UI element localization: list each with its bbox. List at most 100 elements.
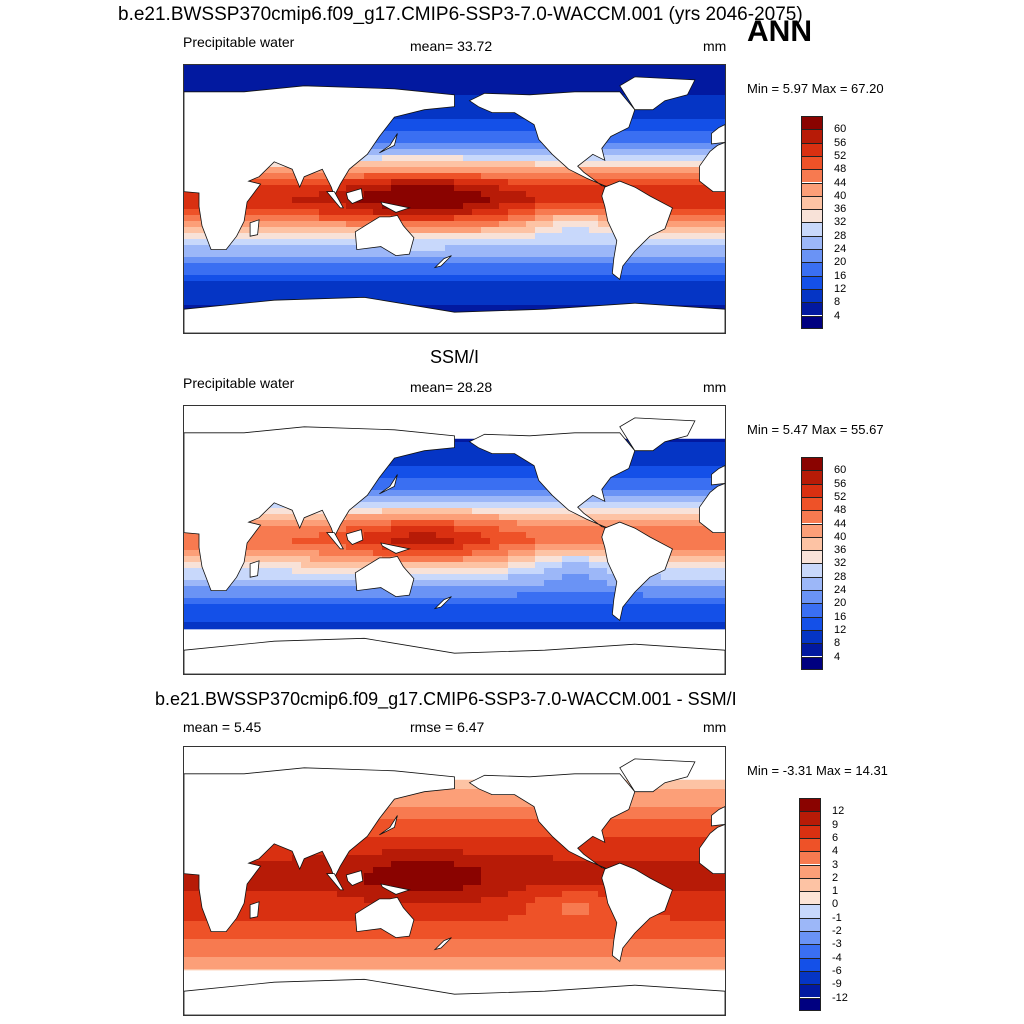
field-cell — [490, 604, 500, 611]
field-cell — [463, 161, 473, 168]
field-cell — [643, 167, 653, 174]
field-cell — [679, 568, 689, 575]
field-cell — [310, 568, 320, 575]
field-cell — [535, 568, 545, 575]
field-cell — [679, 173, 689, 180]
field-cell — [436, 149, 446, 156]
field-cell — [319, 221, 329, 228]
field-cell — [292, 580, 302, 587]
field-cell — [517, 490, 527, 497]
field-cell — [373, 490, 383, 497]
field-cell — [517, 203, 527, 210]
field-cell — [283, 203, 293, 210]
field-cell — [670, 293, 680, 300]
field-cell — [508, 215, 518, 222]
field-cell — [643, 71, 653, 78]
field-cell — [517, 191, 527, 198]
field-cell — [238, 233, 248, 240]
field-cell — [598, 508, 608, 515]
field-cell — [436, 526, 446, 533]
field-cell — [436, 520, 446, 527]
field-cell — [499, 203, 509, 210]
field-cell — [229, 299, 239, 306]
field-cell — [598, 598, 608, 605]
field-cell — [427, 149, 437, 156]
field-cell — [238, 263, 248, 270]
field-cell — [508, 502, 518, 509]
field-cell — [211, 281, 221, 288]
field-cell — [670, 508, 680, 515]
field-cell — [535, 257, 545, 264]
field-cell — [364, 179, 374, 186]
field-cell — [598, 257, 608, 264]
field-cell — [445, 269, 455, 276]
field-cell — [571, 185, 581, 192]
field-cell — [580, 263, 590, 270]
field-cell — [310, 544, 320, 551]
field-cell — [607, 263, 617, 270]
field-cell — [382, 598, 392, 605]
field-cell — [418, 275, 428, 282]
field-cell — [400, 281, 410, 288]
field-cell — [652, 185, 662, 192]
field-cell — [499, 221, 509, 228]
field-cell — [517, 167, 527, 174]
field-cell — [544, 203, 554, 210]
colorbar-tick-label: 36 — [834, 203, 847, 216]
field-cell — [382, 520, 392, 527]
field-cell — [211, 263, 221, 270]
field-cell — [220, 83, 230, 90]
field-cell — [526, 610, 536, 617]
field-cell — [283, 227, 293, 234]
field-cell — [391, 520, 401, 527]
field-cell — [400, 137, 410, 144]
field-cell — [265, 532, 275, 539]
field-cell — [499, 125, 509, 132]
field-cell — [409, 269, 419, 276]
field-cell — [265, 185, 275, 192]
field-cell — [661, 293, 671, 300]
field-cell — [355, 514, 365, 521]
field-cell — [481, 544, 491, 551]
field-cell — [589, 604, 599, 611]
field-cell — [463, 125, 473, 132]
field-cell — [652, 173, 662, 180]
field-cell — [625, 179, 635, 186]
field-cell — [472, 526, 482, 533]
field-cell — [409, 502, 419, 509]
field-cell — [319, 568, 329, 575]
field-cell — [517, 496, 527, 503]
field-cell — [517, 119, 527, 126]
field-cell — [229, 65, 239, 72]
field-cell — [589, 568, 599, 575]
field-cell — [562, 251, 572, 258]
field-cell — [427, 71, 437, 78]
field-cell — [373, 245, 383, 252]
field-cell — [418, 77, 428, 84]
field-cell — [490, 275, 500, 282]
field-cell — [445, 137, 455, 144]
field-cell — [463, 269, 473, 276]
field-cell — [724, 538, 725, 545]
field-cell — [562, 275, 572, 282]
field-cell — [688, 436, 698, 443]
field-cell — [319, 520, 329, 527]
coastline-landmass — [468, 91, 636, 188]
field-cell — [670, 472, 680, 479]
field-cell — [706, 119, 716, 126]
field-cell — [652, 65, 662, 72]
field-cell — [616, 616, 626, 623]
field-cell — [625, 616, 635, 623]
field-cell — [445, 592, 455, 599]
field-cell — [418, 472, 428, 479]
field-cell — [427, 466, 437, 473]
field-cell — [319, 263, 329, 270]
field-cell — [508, 466, 518, 473]
field-cell — [328, 616, 338, 623]
field-cell — [256, 544, 266, 551]
field-cell — [409, 215, 419, 222]
field-cell — [274, 227, 284, 234]
colorbar-tick-label: 20 — [834, 256, 847, 269]
field-cell — [607, 71, 617, 78]
field-cell — [526, 149, 536, 156]
